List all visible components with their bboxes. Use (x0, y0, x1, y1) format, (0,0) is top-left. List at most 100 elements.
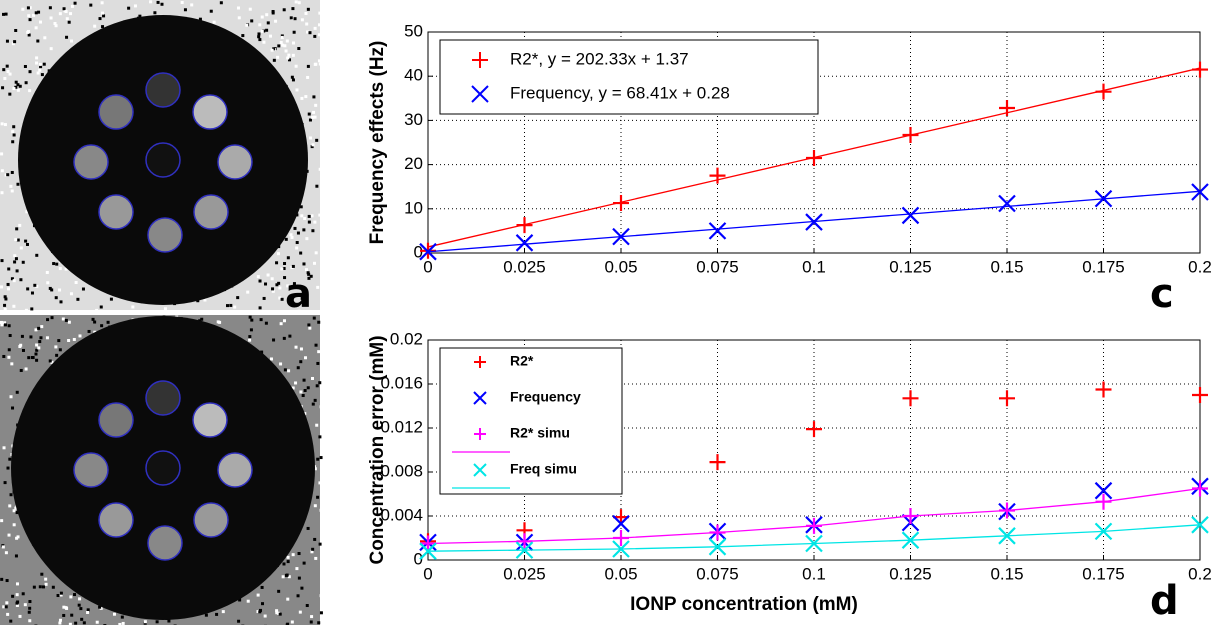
noise (54, 296, 58, 300)
noise (291, 53, 295, 57)
noise (3, 481, 7, 485)
noise (28, 89, 32, 93)
noise (12, 87, 16, 91)
noise (65, 606, 69, 610)
noise (301, 394, 305, 398)
noise (12, 125, 16, 129)
noise (295, 241, 299, 245)
noise (237, 619, 241, 623)
noise (299, 347, 303, 351)
noise (291, 78, 295, 82)
noise (310, 145, 314, 149)
noise (28, 6, 32, 10)
noise (2, 446, 6, 450)
noise (5, 601, 9, 605)
noise (27, 14, 31, 18)
vial (147, 217, 183, 253)
legend-marker (471, 85, 489, 103)
noise (86, 610, 90, 614)
noise (6, 70, 10, 74)
noise (282, 336, 286, 340)
noise (308, 118, 312, 122)
noise (40, 572, 44, 576)
noise (313, 26, 317, 30)
noise (34, 352, 38, 356)
noise (16, 238, 20, 242)
y-tick-label: 0.012 (380, 417, 423, 436)
noise (298, 610, 302, 614)
noise (15, 269, 19, 273)
noise (0, 169, 4, 173)
marker (902, 126, 919, 143)
noise (15, 536, 19, 540)
noise (59, 591, 63, 595)
marker (1095, 493, 1112, 510)
noise (28, 600, 32, 604)
noise (287, 575, 291, 579)
noise (248, 315, 252, 319)
noise (0, 259, 4, 263)
noise (312, 110, 316, 114)
noise (248, 338, 252, 342)
noise (35, 61, 39, 65)
noise (24, 308, 28, 312)
noise (143, 621, 147, 625)
noise (299, 251, 303, 255)
vial (73, 144, 109, 180)
noise (264, 321, 268, 325)
vial (98, 194, 134, 230)
noise (39, 336, 43, 340)
noise (304, 11, 308, 15)
noise (245, 23, 249, 27)
noise (64, 10, 68, 14)
y-tick-label: 0.008 (380, 461, 423, 480)
noise (316, 495, 320, 499)
noise (271, 289, 275, 293)
noise (310, 550, 314, 554)
x-tick-label: 0.175 (1082, 564, 1125, 583)
noise (54, 24, 58, 28)
noise (260, 585, 264, 589)
marker (1095, 83, 1112, 100)
noise (11, 140, 15, 144)
noise (67, 339, 71, 343)
noise (278, 286, 282, 290)
noise (95, 308, 99, 312)
x-tick-label: 0.15 (990, 257, 1023, 276)
noise (39, 65, 43, 69)
noise (296, 594, 300, 598)
phantom-images (0, 0, 323, 625)
noise (18, 223, 22, 227)
noise (61, 317, 65, 321)
noise (279, 362, 283, 366)
noise (26, 6, 30, 10)
noise (9, 395, 13, 399)
noise (149, 0, 153, 4)
vial (217, 144, 253, 180)
noise (46, 318, 50, 322)
noise (2, 354, 6, 358)
noise (314, 556, 318, 560)
marker (1191, 183, 1209, 201)
x-tick-label: 0.15 (990, 564, 1023, 583)
noise (4, 12, 8, 16)
noise (198, 17, 202, 21)
noise (70, 4, 74, 8)
noise (72, 337, 76, 341)
noise (95, 620, 99, 624)
noise (319, 508, 323, 512)
noise (291, 7, 295, 11)
noise (34, 11, 38, 15)
noise (276, 611, 280, 615)
legend-marker (472, 52, 488, 68)
noise (279, 41, 283, 45)
noise (156, 0, 160, 4)
noise (89, 3, 93, 7)
noise (280, 297, 284, 301)
noise (285, 39, 289, 43)
noise (291, 386, 295, 390)
y-tick-label: 30 (404, 110, 423, 129)
legend-marker (474, 428, 486, 440)
noise (260, 15, 264, 19)
noise (281, 43, 285, 47)
